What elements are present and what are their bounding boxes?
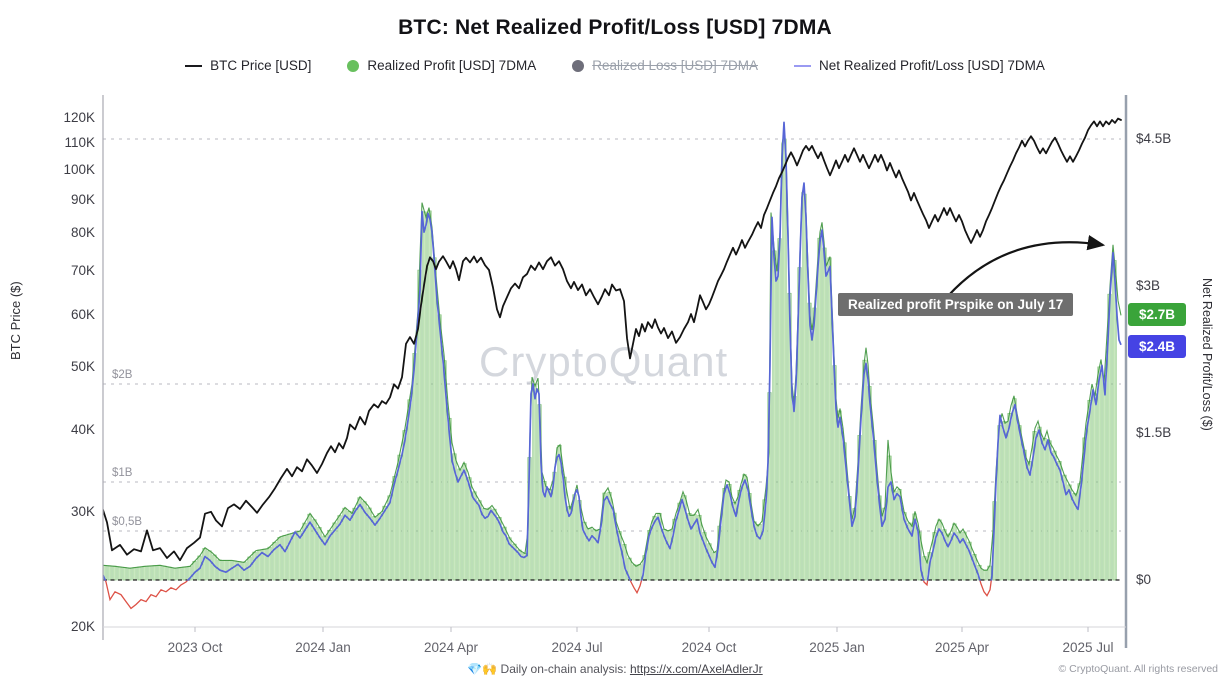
left-axis-tick: 90K [70,191,95,207]
right-axis-tick: $1.5B [1136,425,1172,440]
legend-item-0[interactable]: BTC Price [USD] [185,58,311,73]
legend-item-1[interactable]: Realized Profit [USD] 7DMA [347,58,536,73]
gridline-label: $1B [112,467,133,479]
left-axis-tick: 40K [70,422,95,438]
left-axis-tick: 70K [70,263,95,279]
right-axis-tick: $0 [1136,572,1152,587]
right-axis-tick: $4.5B [1136,131,1172,146]
x-axis-tick: 2024 Jan [295,640,351,655]
left-axis-tick: 60K [70,306,95,322]
left-axis-tick: 20K [70,619,95,634]
legend-label: BTC Price [USD] [210,58,312,73]
legend-dot-icon [347,59,360,72]
gridline-label: $0,5B [112,516,143,528]
legend-label: Realized Loss [USD] 7DMA [592,58,759,73]
legend-label: Realized Profit [USD] 7DMA [367,58,537,73]
right-axis-title: Net Realized Profit/Loss ($) [1200,278,1214,431]
left-axis-tick: 100K [63,161,95,177]
copyright: © CryptoQuant. All rights reserved [1058,663,1218,675]
left-axis-tick: 80K [70,225,95,241]
x-axis-tick: 2025 Apr [934,640,990,655]
annotation-box: Realized profit Prspike on July 17 [838,293,1074,316]
x-axis-tick: 2024 Oct [681,640,737,655]
legend-item-3[interactable]: Net Realized Profit/Loss [USD] 7DMA [794,58,1045,73]
watermark: CryptoQuant [479,338,729,385]
left-axis-tick: 120K [63,110,95,126]
footer: 💎🙌 Daily on-chain analysis: https://x.co… [0,662,1230,676]
legend-label: Net Realized Profit/Loss [USD] 7DMA [819,58,1045,73]
footer-text: Daily on-chain analysis: [500,662,627,676]
x-axis-tick: 2025 Jul [1062,640,1114,655]
x-axis-tick: 2024 Apr [423,640,479,655]
footer-emoji-icon: 💎🙌 [467,662,498,676]
legend: BTC Price [USD] Realized Profit [USD] 7DM… [0,58,1230,73]
gridline-label: $2B [112,369,133,381]
left-axis-tick: 50K [70,358,95,374]
right-axis-tick: $3B [1136,278,1161,293]
page-title: BTC: Net Realized Profit/Loss [USD] 7DMA [398,16,832,39]
left-axis-tick: 30K [70,503,95,519]
x-axis-tick: 2023 Oct [167,640,223,655]
x-axis-tick: 2024 Jul [551,640,603,655]
footer-link[interactable]: https://x.com/AxelAdlerJr [629,662,763,676]
badge-realized-profit: $2.7B [1128,303,1186,327]
legend-line-icon [794,64,812,67]
x-axis-tick: 2025 Jan [809,640,865,655]
left-axis-tick: 110K [64,134,95,150]
legend-item-2[interactable]: Realized Loss [USD] 7DMA [572,58,758,73]
badge-net-value: $2.4B [1128,334,1186,358]
legend-dot-icon [572,59,585,72]
legend-line-icon [185,64,203,67]
